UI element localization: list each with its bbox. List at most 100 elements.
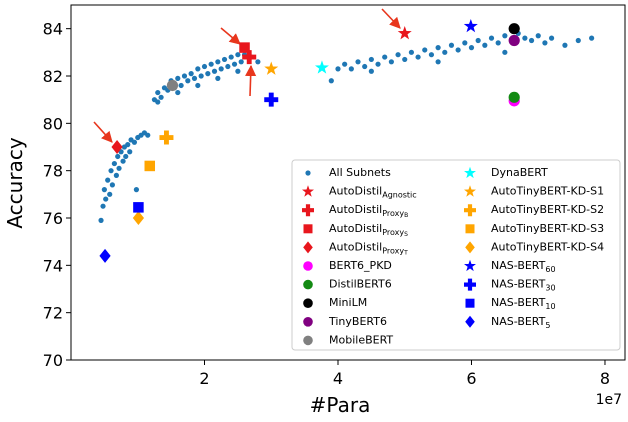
point xyxy=(166,79,179,92)
arrow xyxy=(220,27,241,45)
legend-subscript: Proxy xyxy=(382,227,404,236)
legend-item: DynaBERT xyxy=(464,166,548,179)
y-tick-label: 74 xyxy=(43,256,63,275)
legend-name: AutoTinyBERT-KD-S1 xyxy=(491,185,604,198)
legend-subscript: 5 xyxy=(545,320,550,329)
point xyxy=(145,132,151,138)
y-tick-label: 70 xyxy=(43,351,63,370)
point xyxy=(131,139,138,145)
point xyxy=(221,56,228,63)
legend-name: MobileBERT xyxy=(329,333,393,346)
point xyxy=(181,73,188,79)
point xyxy=(495,40,501,46)
point xyxy=(368,68,374,74)
point xyxy=(502,33,508,39)
point xyxy=(508,91,520,103)
legend-item: MobileBERT xyxy=(303,333,393,346)
legend-item: AutoTinyBERT-KD-S1 xyxy=(464,185,604,198)
point xyxy=(111,140,123,154)
point xyxy=(422,47,428,53)
point xyxy=(231,61,238,67)
y-tick-label: 78 xyxy=(43,162,63,181)
point xyxy=(195,82,201,89)
legend-item: AutoDistilProxyB xyxy=(302,203,408,219)
point xyxy=(242,50,257,65)
legend-marker xyxy=(465,315,475,328)
legend-item: AutoDistilProxyT xyxy=(303,240,408,256)
point xyxy=(99,248,111,263)
point xyxy=(155,89,161,96)
legend-name: DynaBERT xyxy=(491,166,548,179)
legend-name: TinyBERT6 xyxy=(328,315,387,328)
legend-label: MiniLM xyxy=(329,296,367,309)
arrow xyxy=(93,121,113,143)
point xyxy=(482,42,488,48)
point xyxy=(159,130,174,145)
point xyxy=(375,61,381,67)
point xyxy=(502,49,508,55)
point xyxy=(109,182,115,188)
point xyxy=(105,177,111,183)
point xyxy=(123,153,129,160)
legend-subsubscript: S xyxy=(404,230,408,237)
point xyxy=(348,66,354,72)
y-tick-label: 72 xyxy=(43,304,63,323)
y-tick-label: 84 xyxy=(43,20,63,39)
point xyxy=(211,68,218,74)
legend-marker xyxy=(302,204,314,217)
legend-item: AutoDistilAgnostic xyxy=(302,185,417,200)
plot-frame xyxy=(70,4,626,361)
legend-name: NAS-BERT xyxy=(491,296,546,309)
legend-label: AutoTinyBERT-KD-S3 xyxy=(491,222,604,235)
x-tick-label: 8 xyxy=(600,369,610,388)
legend-marker xyxy=(464,166,476,179)
legend-marker xyxy=(464,185,476,197)
legend-label: AutoTinyBERT-KD-S1 xyxy=(491,185,604,198)
legend-name: AutoTinyBERT-KD-S3 xyxy=(491,222,604,235)
point xyxy=(225,63,231,70)
legend-subscript: Proxy xyxy=(382,209,404,218)
legend-label: AutoDistilAgnostic xyxy=(329,185,417,200)
point xyxy=(205,71,211,77)
point xyxy=(191,75,198,81)
point xyxy=(103,196,109,202)
legend-label: NAS-BERT10 xyxy=(491,296,556,311)
point xyxy=(255,59,261,65)
legend-label: AutoDistilProxyB xyxy=(329,203,408,219)
point xyxy=(362,63,368,70)
point xyxy=(201,63,208,70)
x-axis-label: #Para xyxy=(310,393,371,417)
point xyxy=(314,60,329,74)
point xyxy=(455,47,461,53)
point xyxy=(100,203,106,209)
point xyxy=(178,82,184,89)
legend-marker xyxy=(465,241,475,254)
point xyxy=(101,187,107,193)
point xyxy=(442,49,448,55)
legend-label: NAS-BERT60 xyxy=(491,259,556,274)
point xyxy=(98,217,104,223)
legend-item: AutoTinyBERT-KD-S2 xyxy=(464,203,604,217)
point xyxy=(575,37,581,44)
legend-item: AutoTinyBERT-KD-S3 xyxy=(465,222,604,235)
point xyxy=(125,142,131,148)
legend-item: AutoDistilProxyS xyxy=(303,222,408,237)
point xyxy=(508,23,520,35)
point xyxy=(115,153,121,160)
legend-name: AutoDistil xyxy=(329,203,382,216)
legend-subsubscript: T xyxy=(403,249,408,256)
arrow xyxy=(381,8,401,29)
legend-name: BERT6_PKD xyxy=(329,259,392,272)
legend-name: AutoDistil xyxy=(329,240,382,253)
point xyxy=(133,202,144,213)
x-tick-label: 4 xyxy=(333,369,343,388)
legend-marker xyxy=(305,170,311,176)
arrow xyxy=(245,64,257,97)
point xyxy=(264,92,279,107)
legend-name: AutoDistil xyxy=(329,185,382,198)
legend-marker xyxy=(465,224,475,234)
point xyxy=(108,168,114,174)
point xyxy=(144,160,156,172)
point xyxy=(235,52,241,58)
legend-item: NAS-BERT30 xyxy=(464,278,556,292)
